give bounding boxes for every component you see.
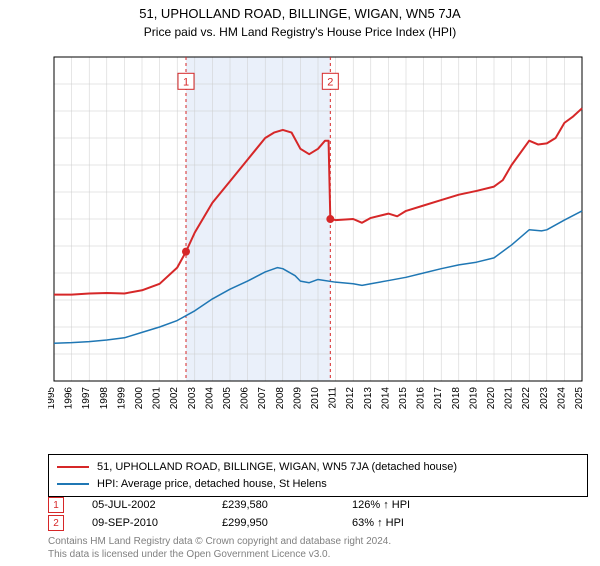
svg-text:2025: 2025 bbox=[574, 387, 585, 410]
svg-text:1997: 1997 bbox=[81, 387, 92, 410]
svg-text:2008: 2008 bbox=[275, 387, 286, 410]
svg-text:2000: 2000 bbox=[134, 387, 145, 410]
svg-text:2: 2 bbox=[327, 76, 333, 88]
svg-text:2004: 2004 bbox=[204, 387, 215, 410]
chart-plot-area: £0£50K£100K£150K£200K£250K£300K£350K£400… bbox=[48, 51, 588, 431]
legend-item: 51, UPHOLLAND ROAD, BILLINGE, WIGAN, WN5… bbox=[57, 459, 579, 476]
svg-text:2002: 2002 bbox=[169, 387, 180, 410]
marker-table: 1 05-JUL-2002£239,580126% ↑ HPI 2 09-SEP-20… bbox=[48, 496, 588, 532]
marker-price: £239,580 bbox=[222, 499, 352, 511]
svg-text:2019: 2019 bbox=[468, 387, 479, 410]
marker-row: 2 09-SEP-2010£299,95063% ↑ HPI bbox=[48, 514, 588, 532]
svg-text:2024: 2024 bbox=[556, 387, 567, 410]
svg-text:2018: 2018 bbox=[451, 387, 462, 410]
legend-swatch bbox=[57, 483, 89, 485]
legend-box: 51, UPHOLLAND ROAD, BILLINGE, WIGAN, WN5… bbox=[48, 454, 588, 497]
legend-label: 51, UPHOLLAND ROAD, BILLINGE, WIGAN, WN5… bbox=[97, 459, 457, 476]
svg-text:2014: 2014 bbox=[380, 387, 391, 410]
marker-badge: 1 bbox=[48, 497, 64, 513]
svg-text:1995: 1995 bbox=[48, 387, 57, 410]
chart-svg: £0£50K£100K£150K£200K£250K£300K£350K£400… bbox=[48, 51, 588, 431]
svg-text:2011: 2011 bbox=[328, 387, 339, 409]
chart-subtitle: Price paid vs. HM Land Registry's House … bbox=[0, 25, 600, 39]
footnote: Contains HM Land Registry data © Crown c… bbox=[48, 536, 391, 561]
svg-text:2020: 2020 bbox=[486, 387, 497, 410]
svg-text:2005: 2005 bbox=[222, 387, 233, 410]
svg-text:2006: 2006 bbox=[240, 387, 251, 410]
svg-text:1998: 1998 bbox=[99, 387, 110, 410]
marker-pct: 126% ↑ HPI bbox=[352, 499, 482, 511]
marker-date: 09-SEP-2010 bbox=[92, 517, 222, 529]
chart-title: 51, UPHOLLAND ROAD, BILLINGE, WIGAN, WN5… bbox=[0, 6, 600, 23]
svg-text:2010: 2010 bbox=[310, 387, 321, 410]
marker-date: 05-JUL-2002 bbox=[92, 499, 222, 511]
svg-text:2017: 2017 bbox=[433, 387, 444, 410]
svg-text:2022: 2022 bbox=[521, 387, 532, 410]
legend-swatch bbox=[57, 466, 89, 468]
svg-text:2015: 2015 bbox=[398, 387, 409, 410]
svg-text:1999: 1999 bbox=[116, 387, 127, 410]
marker-row: 1 05-JUL-2002£239,580126% ↑ HPI bbox=[48, 496, 588, 514]
marker-price: £299,950 bbox=[222, 517, 352, 529]
svg-text:2016: 2016 bbox=[416, 387, 427, 410]
svg-text:2013: 2013 bbox=[363, 387, 374, 410]
svg-text:1996: 1996 bbox=[64, 387, 75, 410]
footnote-line2: This data is licensed under the Open Gov… bbox=[48, 549, 391, 562]
svg-text:2007: 2007 bbox=[257, 387, 268, 410]
svg-text:2003: 2003 bbox=[187, 387, 198, 410]
svg-text:2009: 2009 bbox=[292, 387, 303, 410]
marker-pct: 63% ↑ HPI bbox=[352, 517, 482, 529]
marker-badge: 2 bbox=[48, 515, 64, 531]
svg-text:2012: 2012 bbox=[345, 387, 356, 410]
legend-label: HPI: Average price, detached house, St H… bbox=[97, 476, 327, 493]
svg-text:2023: 2023 bbox=[539, 387, 550, 410]
svg-text:1: 1 bbox=[183, 76, 189, 88]
svg-text:2021: 2021 bbox=[504, 387, 515, 410]
legend-item: HPI: Average price, detached house, St H… bbox=[57, 476, 579, 493]
svg-text:2001: 2001 bbox=[152, 387, 163, 410]
footnote-line1: Contains HM Land Registry data © Crown c… bbox=[48, 536, 391, 549]
